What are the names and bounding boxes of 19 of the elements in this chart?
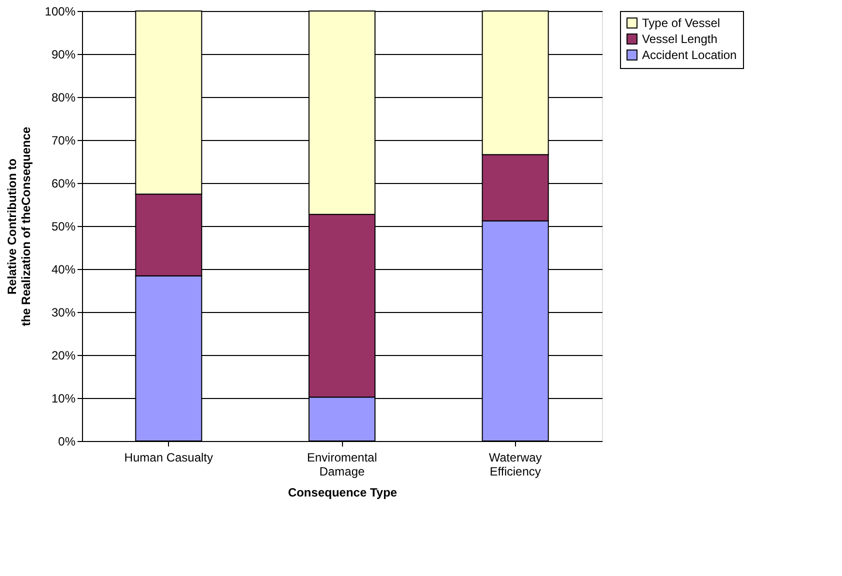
y-tick-label: 20% bbox=[51, 348, 76, 362]
y-tick-label: 30% bbox=[51, 306, 76, 320]
x-tick-label: Waterway Efficiency bbox=[488, 450, 542, 478]
legend-label: Vessel Length bbox=[642, 32, 718, 46]
x-tick-label: Enviromental Damage bbox=[306, 450, 378, 478]
y-tick-label: 70% bbox=[51, 134, 76, 148]
y-tick-label: 50% bbox=[51, 220, 76, 234]
legend-label: Type of Vessel bbox=[642, 16, 720, 30]
y-tick-label: 40% bbox=[51, 262, 76, 276]
legend-label: Accident Location bbox=[642, 48, 737, 62]
x-axis-title: Consequence Type bbox=[288, 486, 398, 500]
x-tick-label: Human Casualty bbox=[124, 450, 214, 464]
y-tick-label: 60% bbox=[51, 176, 76, 190]
y-tick-label: 10% bbox=[51, 392, 76, 406]
y-tick-label: 80% bbox=[51, 90, 76, 104]
y-tick-label: 100% bbox=[44, 4, 76, 18]
y-tick-label: 0% bbox=[58, 434, 76, 448]
y-tick-label: 90% bbox=[51, 48, 76, 62]
y-axis-title: Relative Contribution to the Realization of theConsequence bbox=[4, 126, 33, 326]
